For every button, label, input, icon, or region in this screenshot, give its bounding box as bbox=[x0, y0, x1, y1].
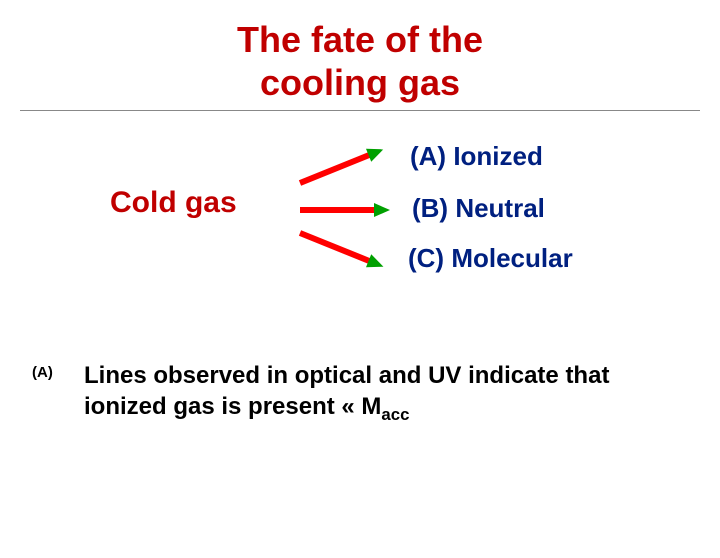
option-molecular: (C) Molecular bbox=[408, 243, 573, 274]
arrow-shaft bbox=[299, 152, 372, 186]
arrow-head-icon bbox=[366, 255, 386, 274]
slide-title: The fate of the cooling gas bbox=[0, 18, 720, 104]
explanation-bullet: (A) Lines observed in optical and UV ind… bbox=[32, 360, 692, 426]
cold-gas-label: Cold gas bbox=[110, 186, 237, 220]
fate-diagram: Cold gas (A) Ionized (B) Neutral (C) Mol… bbox=[0, 111, 720, 301]
arrow-to-ionized bbox=[297, 143, 386, 190]
title-line-2: cooling gas bbox=[260, 62, 460, 103]
bullet-text: Lines observed in optical and UV indicat… bbox=[84, 360, 692, 426]
option-ionized: (A) Ionized bbox=[410, 141, 543, 172]
option-neutral: (B) Neutral bbox=[412, 193, 545, 224]
arrow-shaft bbox=[300, 207, 376, 213]
bullet-subscript: acc bbox=[381, 405, 409, 424]
arrow-shaft bbox=[299, 231, 372, 265]
bullet-text-main: Lines observed in optical and UV indicat… bbox=[84, 362, 609, 420]
bullet-marker: (A) bbox=[32, 364, 53, 381]
arrow-head-icon bbox=[374, 203, 390, 217]
arrow-to-neutral bbox=[300, 203, 390, 217]
arrow-to-molecular bbox=[297, 227, 386, 274]
title-line-1: The fate of the bbox=[237, 19, 483, 60]
arrow-head-icon bbox=[366, 143, 386, 162]
